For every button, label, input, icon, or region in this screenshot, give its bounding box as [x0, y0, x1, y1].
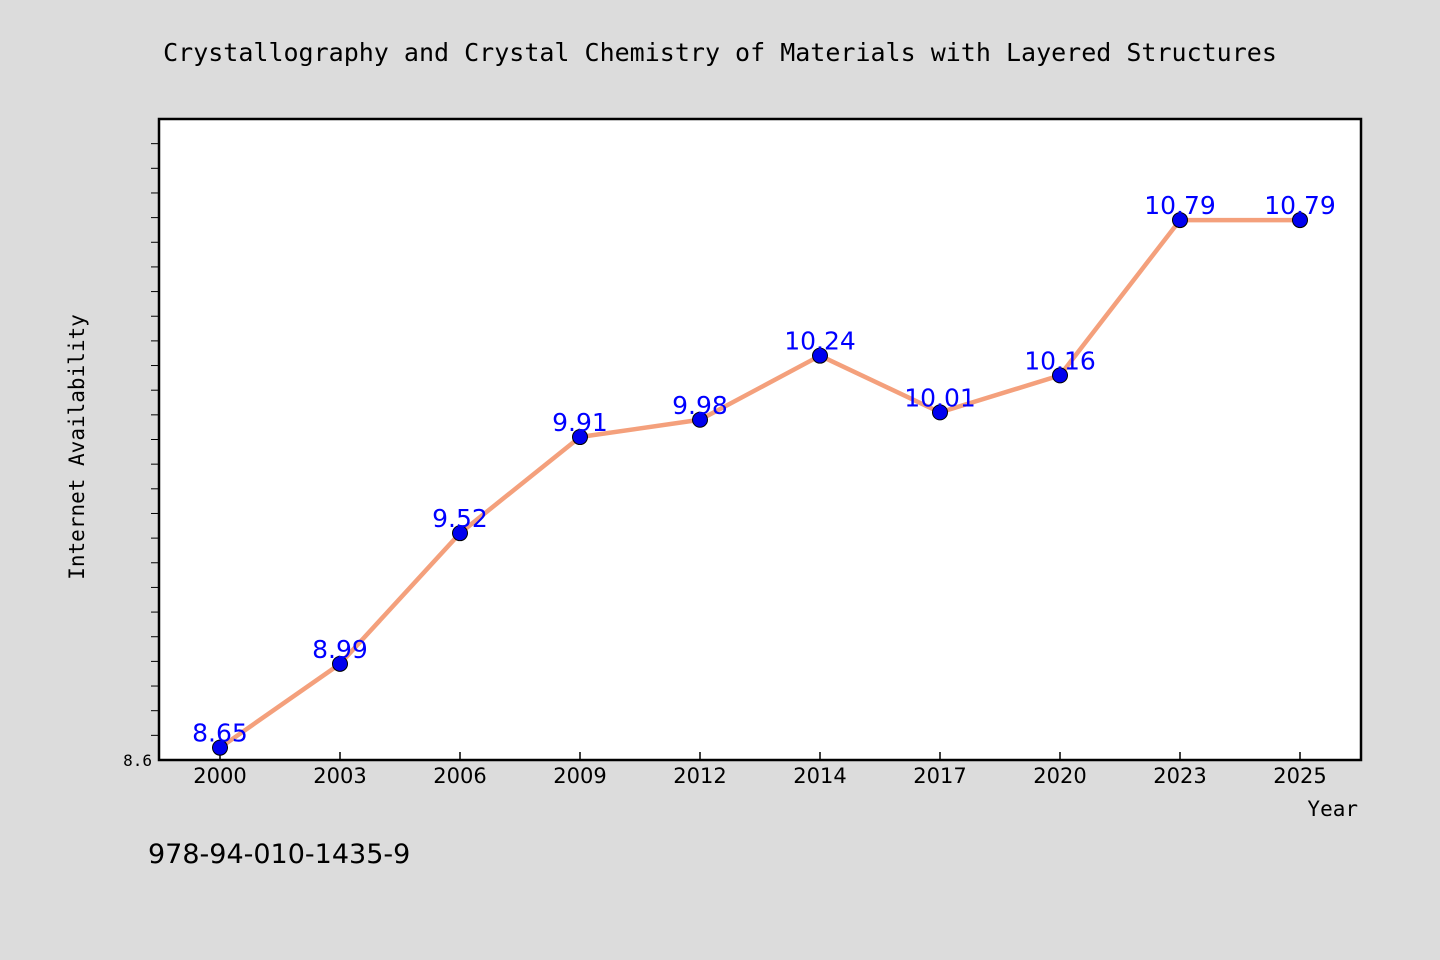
y-tick-label: 8.6 [123, 751, 152, 770]
data-label: 8.99 [312, 635, 368, 664]
x-tick-label: 2017 [913, 764, 966, 788]
data-label: 9.91 [552, 408, 608, 437]
data-point [1052, 367, 1068, 384]
x-tick-label: 2009 [553, 764, 606, 788]
x-tick-label: 2025 [1273, 764, 1326, 788]
data-label: 10.01 [904, 383, 976, 412]
data-labels: 8.65 8.99 9.52 9.91 9.98 10.24 10.01 10.16 10.79… [192, 191, 1336, 748]
data-point [1292, 212, 1308, 229]
x-tick-label: 2014 [793, 764, 846, 788]
data-markers [212, 212, 1308, 756]
x-tick-label: 2020 [1033, 764, 1086, 788]
data-label: 10.79 [1144, 191, 1216, 220]
data-point [692, 411, 708, 428]
series-line [218, 217, 1300, 750]
chart-title: Crystallography and Crystal Chemistry of… [163, 38, 1277, 67]
y-axis-label: Internet Availability [65, 314, 89, 580]
isbn-label: 978-94-010-1435-9 [148, 839, 410, 870]
x-tick-label: 2012 [673, 764, 726, 788]
series-line-group [218, 217, 1300, 750]
x-axis-label: Year [1307, 797, 1358, 821]
x-tick-label: 2003 [313, 764, 366, 788]
x-tick-label: 2000 [193, 764, 246, 788]
data-label: 10.79 [1264, 191, 1336, 220]
x-tick-label: 2006 [433, 764, 486, 788]
data-point [812, 347, 828, 364]
x-tick-label: 2023 [1153, 764, 1206, 788]
data-point [572, 429, 588, 446]
plot-area [157, 117, 1363, 762]
data-label: 10.24 [784, 327, 856, 356]
x-axis-ticks: 2000 2003 2006 2009 2012 2014 2017 2020 2023 2025 [193, 752, 1327, 788]
data-label: 9.52 [432, 504, 488, 533]
data-label: 8.65 [192, 719, 248, 748]
y-axis-ticks [151, 143, 159, 736]
data-label: 9.98 [672, 391, 728, 420]
data-point [932, 404, 948, 421]
data-point [452, 525, 468, 542]
data-label: 10.16 [1024, 346, 1096, 375]
data-point [332, 655, 348, 672]
data-point [212, 739, 228, 756]
data-point [1172, 212, 1188, 229]
